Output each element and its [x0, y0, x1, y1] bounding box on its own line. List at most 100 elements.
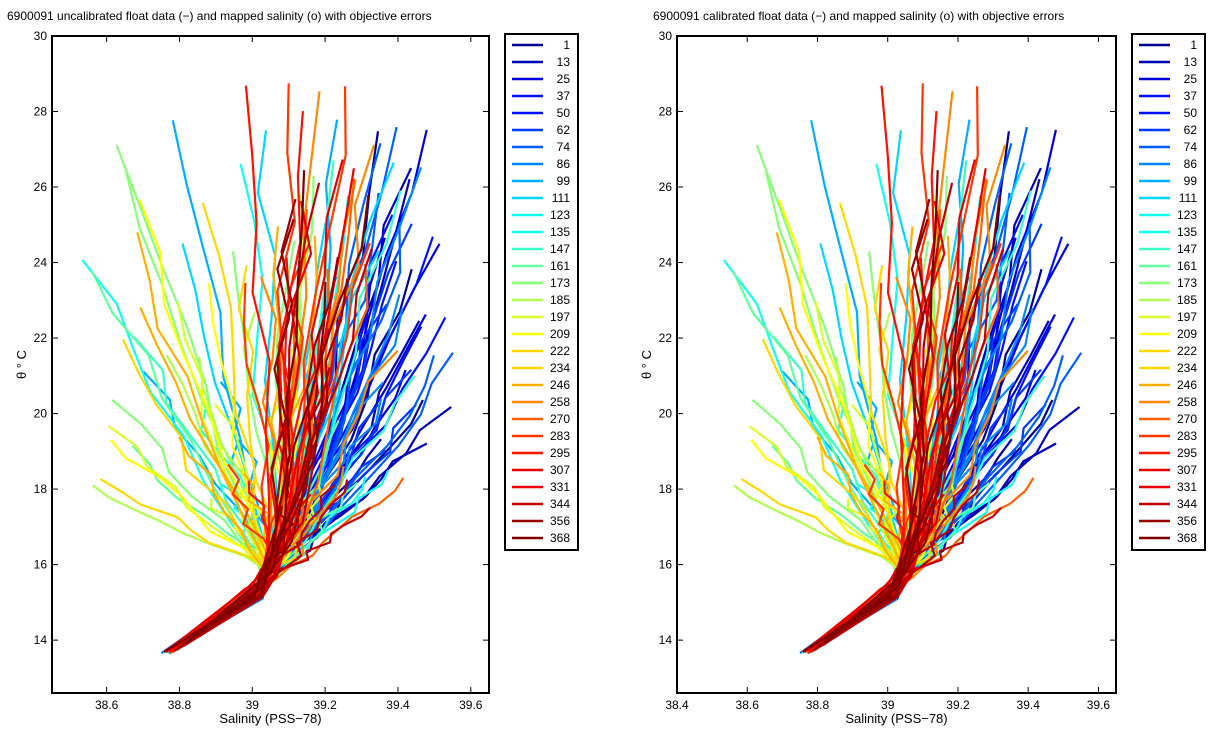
y-tick-label: 28: [34, 105, 48, 119]
legend-label: 135: [1177, 225, 1197, 239]
legend-label: 99: [557, 174, 571, 188]
legend-label: 246: [550, 378, 570, 392]
legend-label: 368: [550, 531, 570, 545]
legend-label: 270: [1177, 412, 1197, 426]
y-tick-label: 26: [34, 180, 48, 194]
chart-2: 6900091 calibrated float data (−) and ma…: [639, 9, 1206, 726]
x-tick-label: 38.6: [736, 698, 760, 712]
profile-lines: [723, 83, 1083, 655]
legend-label: 258: [1177, 395, 1197, 409]
legend-label: 161: [1177, 259, 1197, 273]
legend-label: 222: [550, 344, 570, 358]
legend-label: 86: [557, 157, 571, 171]
profile-line: [186, 281, 327, 644]
profile-line: [187, 198, 297, 642]
x-axis-label: Salinity (PSS−78): [845, 711, 947, 726]
x-tick-label: 39.6: [459, 698, 483, 712]
x-tick-label: 39: [881, 698, 895, 712]
profile-line: [824, 281, 960, 644]
legend-label: 13: [557, 55, 571, 69]
legend-label: 25: [1184, 72, 1198, 86]
legend-label: 356: [550, 514, 570, 528]
y-tick-label: 14: [34, 633, 48, 647]
legend-label: 99: [1184, 174, 1198, 188]
legend-label: 173: [1177, 276, 1197, 290]
y-tick-label: 16: [659, 558, 673, 572]
y-tick-label: 28: [659, 105, 673, 119]
legend-label: 50: [557, 106, 571, 120]
x-axis-label: Salinity (PSS−78): [219, 711, 321, 726]
legend-label: 209: [1177, 327, 1197, 341]
legend-label: 331: [1177, 480, 1197, 494]
legend-label: 209: [550, 327, 570, 341]
legend-label: 37: [1184, 89, 1198, 103]
legend-label: 307: [550, 463, 570, 477]
x-tick-label: 39.4: [1017, 698, 1041, 712]
legend-label: 331: [550, 480, 570, 494]
profile-line: [177, 493, 312, 648]
x-tick-label: 39.2: [313, 698, 337, 712]
y-tick-label: 30: [659, 29, 673, 43]
profile-line: [815, 493, 945, 648]
profile-line: [830, 170, 939, 636]
x-tick-label: 38.6: [95, 698, 119, 712]
x-tick-label: 39.6: [1087, 698, 1111, 712]
legend-label: 234: [1177, 361, 1197, 375]
legend-label: 173: [550, 276, 570, 290]
legend-label: 37: [557, 89, 571, 103]
legend-label: 295: [1177, 446, 1197, 460]
y-tick-label: 24: [659, 256, 673, 270]
legend-label: 111: [552, 191, 571, 205]
x-tick-label: 39.4: [386, 698, 410, 712]
y-tick-label: 14: [659, 633, 673, 647]
legend-label: 283: [1177, 429, 1197, 443]
legend: 1 13 25 37 50 62 74 86 99 111 123 135 147 161 173 185 19…: [1131, 33, 1206, 551]
legend: 1 13 25 37 50 62 74 86 99 111 123 135 147 161 173 185 19…: [504, 33, 579, 551]
y-tick-label: 16: [34, 558, 48, 572]
y-tick-label: 22: [659, 331, 673, 345]
legend-label: 185: [1177, 293, 1197, 307]
legend-label: 258: [550, 395, 570, 409]
legend-label: 86: [1184, 157, 1198, 171]
legend-label: 344: [550, 497, 570, 511]
profile-line: [802, 195, 1001, 653]
y-axis-label: θ ° C: [639, 350, 654, 379]
legend-label: 147: [550, 242, 570, 256]
profile-line: [177, 385, 319, 645]
legend-label: 62: [1184, 123, 1198, 137]
profile-line: [115, 144, 267, 641]
profile-lines: [81, 83, 454, 655]
profile-line: [179, 182, 321, 648]
legend-label: 356: [1177, 514, 1197, 528]
legend-label: 222: [1177, 344, 1197, 358]
legend-label: 147: [1177, 242, 1197, 256]
legend-label: 344: [1177, 497, 1197, 511]
x-tick-label: 38.8: [806, 698, 830, 712]
legend-box: [504, 33, 579, 551]
y-tick-label: 30: [34, 29, 48, 43]
y-tick-label: 24: [34, 256, 48, 270]
axes-box: [676, 35, 1117, 694]
legend-label: 1: [1190, 38, 1197, 52]
y-tick-label: 22: [34, 331, 48, 345]
profile-line: [192, 170, 306, 637]
legend-label: 161: [550, 259, 570, 273]
legend-label: 123: [550, 208, 570, 222]
x-tick-label: 38.4: [665, 698, 689, 712]
legend-label: 74: [1184, 140, 1198, 154]
legend-label: 1: [563, 38, 570, 52]
chart-title: 6900091 calibrated float data (−) and ma…: [653, 9, 1064, 23]
legend-label: 295: [550, 446, 570, 460]
legend-label: 246: [1177, 378, 1197, 392]
profile-line: [815, 385, 952, 645]
legend-label: 13: [1184, 55, 1198, 69]
axes-box: [51, 35, 490, 694]
legend-label: 185: [550, 293, 570, 307]
y-tick-label: 26: [659, 180, 673, 194]
y-tick-label: 18: [34, 482, 48, 496]
y-tick-label: 18: [659, 482, 673, 496]
x-tick-label: 39: [246, 698, 260, 712]
legend-label: 25: [557, 72, 571, 86]
profile-line: [817, 182, 954, 648]
